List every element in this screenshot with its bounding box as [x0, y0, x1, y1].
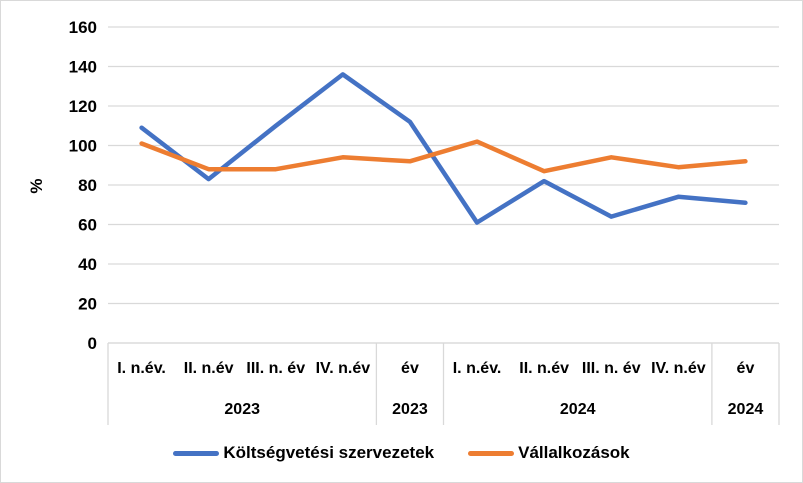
y-tick-label-140: 140 [69, 58, 97, 77]
x-tick-label-7: III. n. év [582, 360, 641, 377]
series-line-0 [139, 72, 748, 225]
x-tick-label-0: I. n.év. [117, 360, 166, 377]
legend-item-vallalkozasok[interactable]: Vállalkozások [468, 443, 630, 463]
y-tick-label-120: 120 [69, 97, 97, 116]
x-tick-label-6: II. n.év [519, 360, 569, 377]
x-tick-label-9: év [737, 360, 755, 377]
y-tick-label-0: 0 [88, 334, 97, 353]
x-group-label-2: 2024 [560, 401, 596, 418]
x-group-label-3: 2024 [728, 401, 764, 418]
y-tick-label-100: 100 [69, 137, 97, 156]
x-tick-label-3: IV. n.év [316, 360, 371, 377]
x-group-label-0: 2023 [224, 401, 260, 418]
legend-label-vallalkozasok: Vállalkozások [518, 443, 630, 462]
x-tick-label-5: I. n.év. [453, 360, 502, 377]
x-tick-label-2: III. n. év [246, 360, 305, 377]
legend-label-koltsegvetesi-szervezetek: Költségvetési szervezetek [223, 443, 435, 462]
y-tick-label-40: 40 [78, 255, 97, 274]
y-tick-label-60: 60 [78, 216, 97, 235]
x-tick-label-4: év [401, 360, 419, 377]
y-tick-label-20: 20 [78, 295, 97, 314]
series-line-1 [139, 139, 748, 174]
plot-area: 0 20 40 60 80 100 120 140 160 I. n.év. II. n.év III… [69, 18, 780, 425]
x-tick-label-8: IV. n.év [651, 360, 706, 377]
legend-item-koltsegvetesi-szervezetek[interactable]: Költségvetési szervezetek [173, 443, 434, 463]
x-tick-label-1: II. n.év [184, 360, 234, 377]
y-tick-label-80: 80 [78, 176, 97, 195]
legend-swatch-orange-line [468, 450, 515, 456]
x-group-label-1: 2023 [392, 401, 428, 418]
legend-swatch-blue-line [173, 450, 220, 456]
y-tick-label-160: 160 [69, 18, 97, 37]
legend: Költségvetési szervezetek Vállalkozások [1, 438, 802, 468]
